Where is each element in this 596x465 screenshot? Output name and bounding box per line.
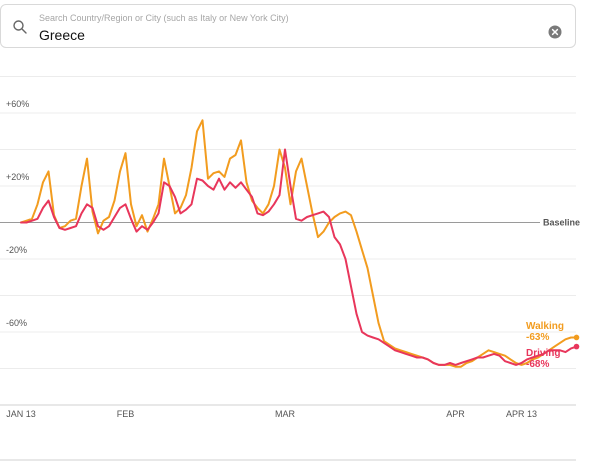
y-tick-label: -20% [6, 245, 27, 255]
y-tick-label: +60% [6, 99, 29, 109]
x-tick-label: APR 13 [506, 409, 537, 419]
x-tick-label: APR [446, 409, 465, 419]
x-tick-label: FEB [117, 409, 135, 419]
search-icon [13, 20, 27, 34]
y-tick-label: -60% [6, 318, 27, 328]
search-placeholder: Search Country/Region or City (such as I… [39, 13, 289, 23]
series-change-driving: -68% [526, 359, 549, 370]
baseline-label: Baseline [543, 218, 580, 228]
x-tick-label: JAN 13 [6, 409, 36, 419]
end-point-driving [573, 343, 580, 350]
clear-icon[interactable] [548, 25, 562, 39]
search-box[interactable]: Search Country/Region or City (such as I… [0, 4, 576, 48]
y-axis: +60% +20% -20% -60% [6, 99, 29, 328]
search-input[interactable]: Greece [39, 27, 85, 43]
x-axis: JAN 13 FEB MAR APR APR 13 [6, 409, 537, 419]
series-line-walking [20, 119, 578, 368]
series-change-walking: -63% [526, 332, 549, 343]
chart-lines [20, 119, 580, 368]
end-point-walking [573, 334, 580, 341]
series-labels: Baseline Walking-63% Driving-68% [526, 218, 580, 371]
x-tick-label: MAR [275, 409, 296, 419]
chart-grid [0, 76, 576, 461]
series-name-walking: Walking [526, 321, 564, 332]
series-line-driving [20, 148, 578, 366]
series-name-driving: Driving [526, 348, 560, 359]
y-tick-label: +20% [6, 172, 29, 182]
